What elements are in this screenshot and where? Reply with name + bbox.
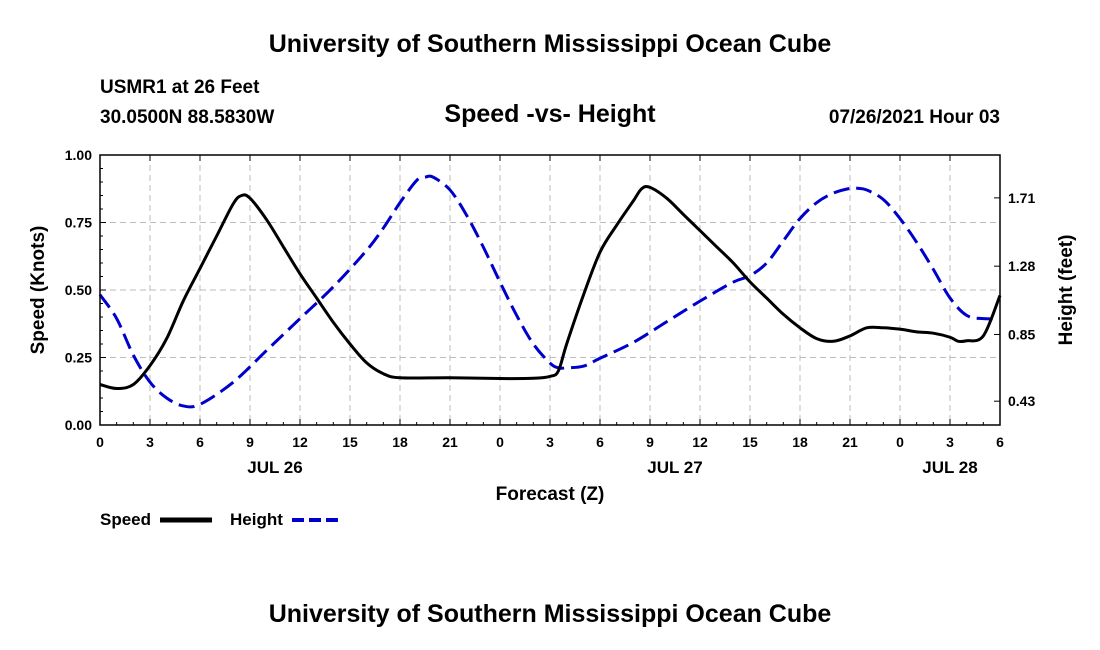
x-tick-label: 21 <box>842 434 858 450</box>
x-axis-title: Forecast (Z) <box>496 484 605 505</box>
y2-axis-title: Height (feet) <box>1056 235 1077 346</box>
y-tick-label: 1.00 <box>65 147 92 163</box>
x-tick-label: 3 <box>946 434 954 450</box>
x-tick-label: 9 <box>646 434 654 450</box>
x-tick-label: 0 <box>896 434 904 450</box>
x-tick-label: 6 <box>996 434 1004 450</box>
x-tick-label: 3 <box>546 434 554 450</box>
station-label: USMR1 at 26 Feet <box>100 77 260 98</box>
x-tick-label: 6 <box>196 434 204 450</box>
y-tick-label: 0.75 <box>65 215 92 231</box>
y-tick-label: 0.25 <box>65 350 92 366</box>
y-axis-title: Speed (Knots) <box>28 226 49 355</box>
x-tick-label: 21 <box>442 434 458 450</box>
axes: 0 3 6 9 12 15 18 21 0 3 6 9 12 15 18 21 0 3 6 JUL 26 JUL 27 J… <box>65 147 1036 477</box>
forecast-datetime: 07/26/2021 Hour 03 <box>828 107 1000 128</box>
x-tick-label: 15 <box>342 434 358 450</box>
page-title: University of Southern Mississippi Ocean… <box>268 30 832 58</box>
footer-title: University of Southern Mississippi Ocean… <box>268 600 832 628</box>
y-tick-label: 0.50 <box>65 282 92 298</box>
y2-tick-label: 1.28 <box>1008 258 1035 274</box>
x-tick-label: 18 <box>792 434 808 450</box>
y2-tick-label: 0.43 <box>1008 393 1035 409</box>
coordinates-label: 30.0500N 88.5830W <box>100 107 275 128</box>
legend-speed-label: Speed <box>100 510 152 529</box>
date-label: JUL 26 <box>247 458 302 477</box>
y2-tick-label: 0.85 <box>1008 326 1035 342</box>
date-label: JUL 27 <box>647 458 702 477</box>
x-tick-label: 3 <box>146 434 154 450</box>
x-tick-label: 15 <box>742 434 758 450</box>
x-tick-label: 0 <box>496 434 504 450</box>
x-tick-label: 9 <box>246 434 254 450</box>
x-tick-label: 0 <box>96 434 104 450</box>
speed-series-line <box>99 185 1002 391</box>
x-tick-label: 12 <box>692 434 708 450</box>
y-tick-label: 0.00 <box>65 417 92 433</box>
chart-title: Speed -vs- Height <box>444 100 656 128</box>
x-tick-label: 12 <box>292 434 308 450</box>
grid <box>100 155 1000 425</box>
date-label: JUL 28 <box>922 458 977 477</box>
y2-tick-label: 1.71 <box>1008 190 1035 206</box>
x-tick-label: 6 <box>596 434 604 450</box>
series-layer <box>98 174 1002 409</box>
x-tick-label: 18 <box>392 434 408 450</box>
legend-height-label: Height <box>230 510 283 529</box>
